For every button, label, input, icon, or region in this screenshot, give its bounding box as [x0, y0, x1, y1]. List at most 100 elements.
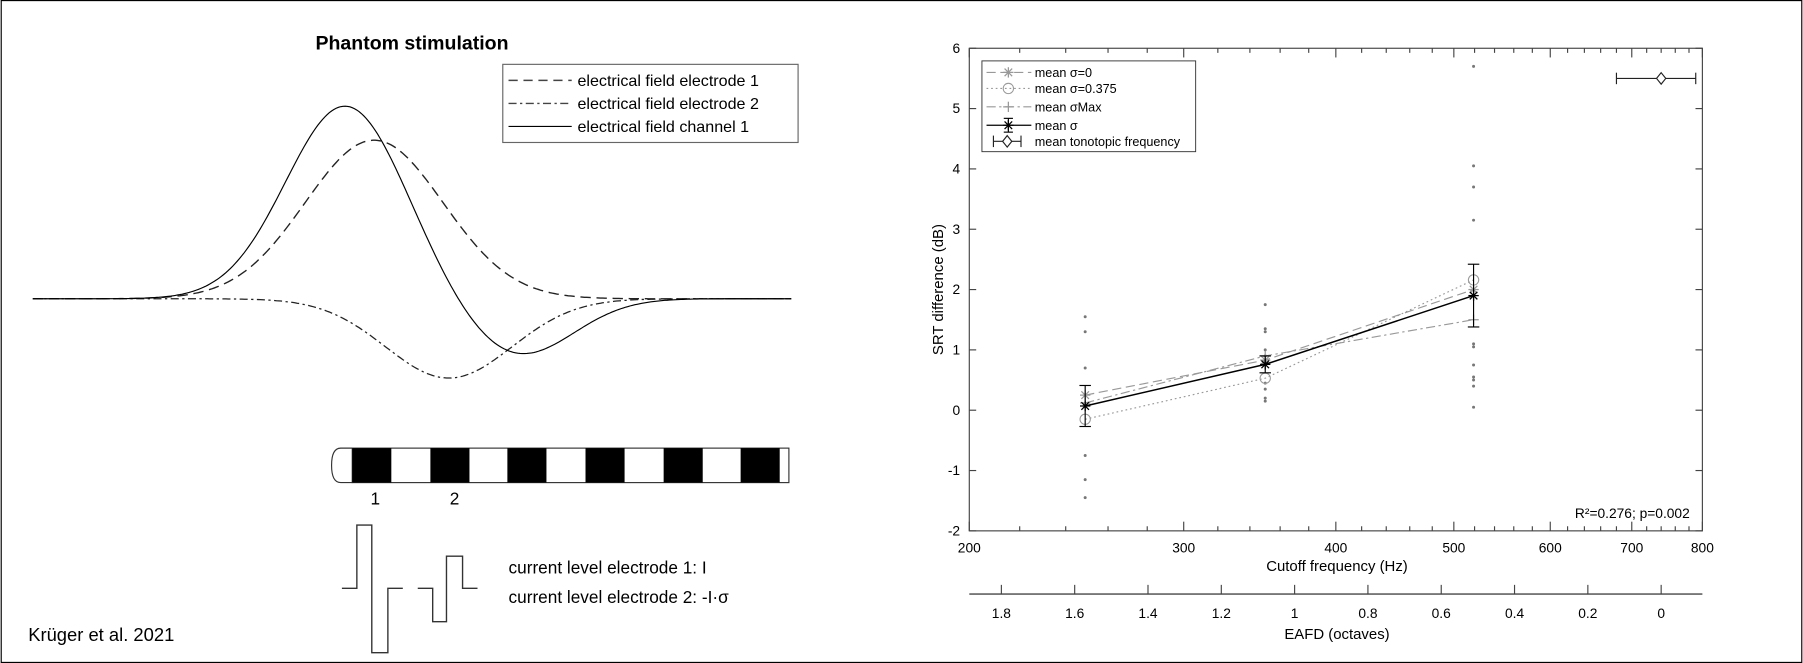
electrode-array-body	[351, 447, 790, 484]
marker-stroke	[1080, 401, 1090, 411]
series-marker	[1080, 400, 1091, 412]
secondary-x-tick-label: 1.2	[1212, 606, 1231, 621]
secondary-x-tick-label: 0.6	[1432, 606, 1451, 621]
individual-data-point	[1083, 315, 1087, 319]
phantom-stimulation-diagram: Phantom stimulation electrical field ele…	[28, 32, 799, 654]
individual-data-point	[1083, 496, 1087, 500]
electrode-contact	[740, 448, 780, 483]
marker-stroke	[1469, 291, 1478, 300]
chart-legend-samples	[986, 67, 1032, 148]
y-tick-label: 2	[952, 282, 960, 297]
legend-sample-marker	[1003, 67, 1014, 78]
x-tick-label: 600	[1539, 541, 1562, 556]
secondary-x-tick-label: 1.6	[1065, 606, 1084, 621]
y-tick-label: 3	[952, 222, 960, 237]
individual-data-point	[1472, 384, 1476, 388]
individual-data-point	[1083, 478, 1087, 482]
individual-data-point	[1263, 396, 1267, 400]
field-curves	[32, 105, 792, 379]
individual-data-point	[1472, 375, 1476, 379]
secondary-x-tick-label: 0.8	[1358, 606, 1377, 621]
secondary-x-tick-label: 0	[1657, 606, 1665, 621]
electrode-contact	[663, 448, 703, 483]
secondary-x-axis-title: EAFD (octaves)	[1284, 626, 1389, 643]
electrode-array-tip	[330, 447, 353, 484]
pulse-electrode-1	[341, 524, 403, 654]
secondary-x-tick-label: 1.4	[1138, 606, 1157, 621]
x-tick-label: 700	[1620, 541, 1643, 556]
individual-data-point	[1472, 342, 1476, 346]
individual-data-point	[1472, 164, 1476, 168]
chart-legend: mean σ=0 mean σ=0.375 mean σMax mean σ m…	[981, 60, 1197, 153]
chart-axes: -2 -1 0 1 2 3 4 5 6 200 300 400 500 600 700 800 1.8 1.6 1.…	[948, 41, 1714, 621]
y-tick-label: 4	[952, 162, 960, 177]
legend-label-electrode-1: electrical field electrode 1	[577, 72, 758, 90]
electrode-contact	[507, 448, 547, 483]
y-tick-label: 1	[952, 342, 960, 357]
current-level-electrode-1: current level electrode 1: I	[509, 557, 707, 577]
individual-data-point	[1083, 453, 1087, 457]
diagram-title: Phantom stimulation	[316, 32, 509, 54]
y-axis-title: SRT difference (dB)	[930, 224, 947, 355]
x-tick-label: 400	[1324, 541, 1347, 556]
electrode-label-1: 1	[370, 488, 380, 508]
series-marker	[1468, 290, 1479, 301]
marker-stroke	[1260, 360, 1270, 369]
tonotopic-diamond-marker	[1655, 71, 1667, 86]
legend-tonotopic-diamond	[1001, 134, 1013, 148]
x-tick-label: 300	[1172, 541, 1195, 556]
individual-data-point	[1263, 330, 1267, 334]
legend-label-channel-1: electrical field channel 1	[577, 118, 749, 136]
individual-data-point	[1472, 345, 1476, 349]
y-tick-label: 5	[952, 101, 960, 116]
y-tick-label: -1	[948, 463, 960, 478]
y-tick-label: -2	[948, 523, 960, 538]
electrode-contact	[352, 448, 392, 483]
srt-chart: -2 -1 0 1 2 3 4 5 6 200 300 400 500 600 700 800 1.8 1.6 1.…	[930, 41, 1714, 643]
secondary-x-tick-label: 1	[1291, 606, 1299, 621]
individual-data-point	[1263, 387, 1267, 391]
marker-stroke	[1004, 68, 1013, 77]
legend-sigma-max: mean σMax	[1035, 100, 1102, 114]
individual-data-point	[1263, 399, 1267, 403]
legend-sigma: mean σ	[1035, 119, 1078, 133]
y-tick-label: 0	[952, 403, 960, 418]
legend-label-electrode-2: electrical field electrode 2	[577, 95, 758, 113]
series-marker	[1260, 359, 1271, 370]
electrode-contact	[430, 448, 470, 483]
secondary-x-tick-label: 0.2	[1578, 606, 1597, 621]
individual-data-point	[1083, 366, 1087, 370]
individual-data-point	[1083, 330, 1087, 334]
individual-data-point	[1472, 378, 1476, 382]
curve-electrode-2	[32, 298, 792, 379]
legend-sample-marker	[1002, 82, 1015, 95]
series-line	[1085, 279, 1474, 420]
diagram-legend-box	[502, 63, 799, 144]
legend-sample-marker	[1003, 101, 1014, 113]
individual-data-point	[1263, 303, 1267, 307]
r2-annotation: R²=0.276; p=0.002	[1575, 506, 1690, 521]
legend-tonotopic: mean tonotopic frequency	[1035, 135, 1181, 149]
individual-data-point	[1263, 327, 1267, 331]
individual-data-point	[1472, 64, 1476, 68]
curve-channel-1	[32, 105, 792, 355]
chart-marks	[1079, 64, 1697, 500]
credit-text: Krüger et al. 2021	[28, 624, 174, 645]
electrode-array	[330, 447, 790, 484]
individual-data-point	[1472, 185, 1476, 189]
legend-sigma-0: mean σ=0	[1035, 66, 1092, 80]
x-tick-label: 500	[1442, 541, 1465, 556]
individual-data-point	[1472, 405, 1476, 409]
x-axis-title: Cutoff frequency (Hz)	[1266, 558, 1408, 575]
individual-data-point	[1472, 218, 1476, 222]
diagram-legend: electrical field electrode 1 electrical …	[502, 63, 799, 144]
legend-sigma-0375: mean σ=0.375	[1035, 82, 1117, 96]
individual-data-point	[1472, 363, 1476, 367]
secondary-x-tick-label: 0.4	[1505, 606, 1524, 621]
pulse-electrode-2	[417, 555, 478, 623]
current-level-electrode-2: current level electrode 2: -I·σ	[509, 587, 730, 607]
electrode-label-2: 2	[450, 488, 460, 508]
electrode-contact	[585, 448, 625, 483]
